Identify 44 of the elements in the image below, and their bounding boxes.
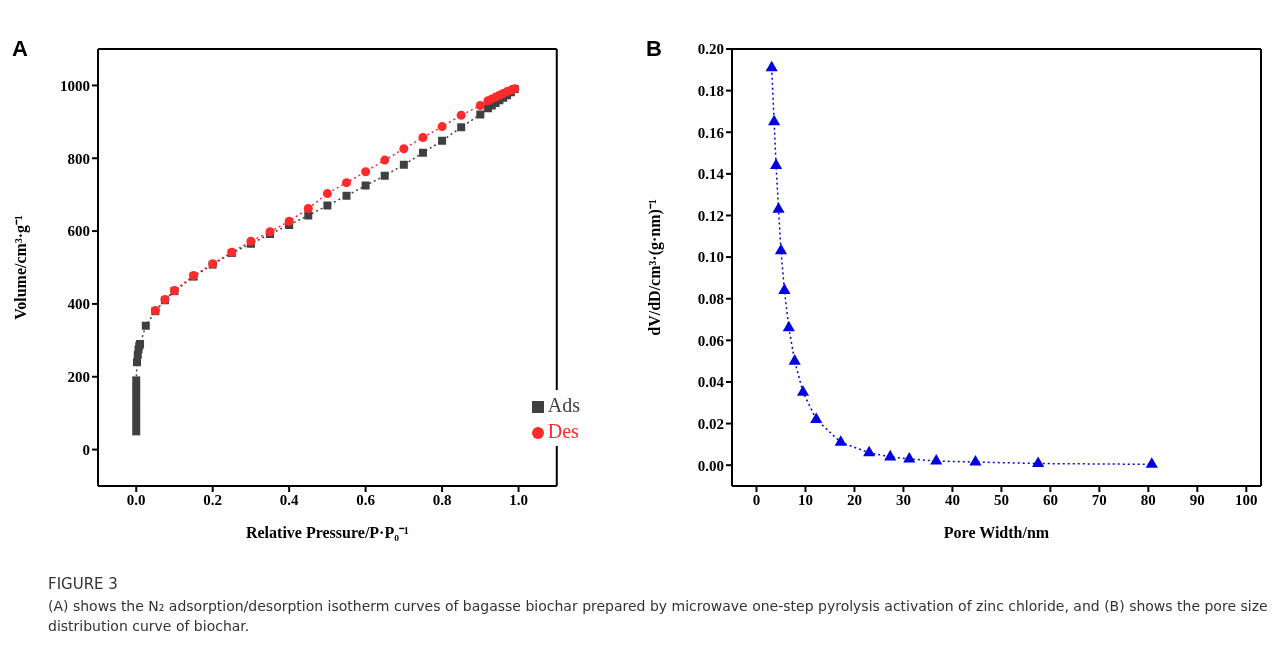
y-tick-label: 0.02 bbox=[697, 415, 724, 432]
legend-label: Des bbox=[547, 420, 579, 442]
chart-title: A bbox=[12, 36, 28, 62]
x-tick-label: 60 bbox=[1042, 491, 1058, 508]
x-tick-label: 0.4 bbox=[279, 491, 300, 508]
y-tick-label: 0.16 bbox=[697, 124, 725, 141]
x-tick-label: 50 bbox=[993, 491, 1009, 508]
y-tick-label: 400 bbox=[67, 296, 90, 313]
x-tick-label: 80 bbox=[1140, 491, 1156, 508]
text: (A) shows the N₂ adsorption/desorption isotherm curves of bagasse biochar prepared by microwave one-step pyrolysis activation of zinc chloride, and (B) shows the pore size distribution curve of biochar. bbox=[48, 597, 1269, 636]
y-tick-label: 800 bbox=[67, 150, 90, 167]
x-tick-label: 1.0 bbox=[509, 491, 528, 508]
x-tick-label: 20 bbox=[846, 491, 862, 508]
y-tick-label: 0.12 bbox=[697, 207, 724, 224]
x-tick-label: 40 bbox=[944, 491, 960, 508]
y-tick-label: 600 bbox=[67, 223, 90, 240]
y-tick-label: 0.00 bbox=[697, 457, 724, 474]
x-tick-label: 30 bbox=[895, 491, 911, 508]
caption: FIGURE 3 bbox=[48, 574, 119, 594]
x-tick-label: 100 bbox=[1235, 491, 1258, 508]
y-tick-label: 200 bbox=[67, 369, 90, 386]
y-tick-label: 0.06 bbox=[697, 332, 725, 349]
y-tick-label: 0.18 bbox=[697, 82, 724, 99]
x-tick-label: 90 bbox=[1189, 491, 1205, 508]
x-axis-title: Relative Pressure/P·P₀⁻¹ bbox=[245, 524, 410, 541]
y-axis-title: Volume/cm³·g⁻¹ bbox=[11, 214, 30, 320]
y-tick-label: 0.04 bbox=[697, 374, 725, 391]
x-tick-label: 0.6 bbox=[356, 491, 376, 508]
x-tick-label: 0 bbox=[752, 491, 761, 508]
x-tick-label: 0.8 bbox=[432, 491, 452, 508]
x-tick-label: 10 bbox=[797, 491, 813, 508]
chart-title: B bbox=[646, 36, 662, 62]
x-tick-label: 0.0 bbox=[126, 491, 146, 508]
x-tick-label: 0.2 bbox=[203, 491, 223, 508]
x-axis-title: Pore Width/nm bbox=[943, 524, 1050, 541]
y-tick-label: 0.14 bbox=[697, 166, 725, 183]
y-tick-label: 0 bbox=[82, 441, 90, 458]
legend-label: Ads bbox=[547, 394, 580, 416]
y-tick-label: 1000 bbox=[60, 77, 90, 94]
x-tick-label: 70 bbox=[1091, 491, 1107, 508]
y-tick-label: 0.10 bbox=[697, 249, 724, 266]
y-axis-title: dV/dD/cm³·(g·nm)⁻¹ bbox=[645, 199, 664, 336]
y-tick-label: 0.20 bbox=[697, 41, 724, 58]
y-tick-label: 0.08 bbox=[697, 291, 724, 308]
